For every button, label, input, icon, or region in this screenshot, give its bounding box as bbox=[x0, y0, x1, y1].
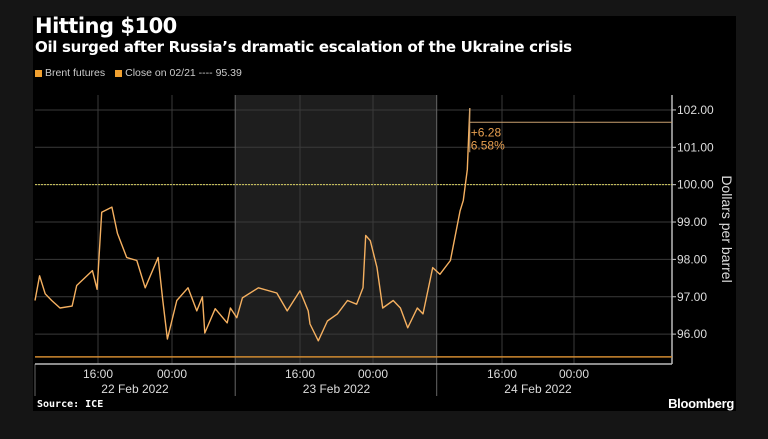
y-tick-label: 96.00 bbox=[677, 327, 707, 341]
y-tick-label: 99.00 bbox=[677, 215, 707, 229]
y-tick-label: 102.00 bbox=[677, 103, 714, 117]
x-tick-label: 16:00 bbox=[83, 367, 113, 381]
legend-label: Brent futures bbox=[45, 67, 106, 79]
legend-item-close: Close on 02/21 ---- 95.39 bbox=[115, 67, 242, 79]
x-tick-label: 00:00 bbox=[559, 367, 589, 381]
y-tick-label: 97.00 bbox=[677, 290, 707, 304]
source-note: Source: ICE bbox=[37, 399, 104, 410]
x-tick-label: 16:00 bbox=[285, 367, 315, 381]
chart-subtitle: Oil surged after Russia’s dramatic escal… bbox=[35, 38, 572, 56]
bloomberg-logo: Bloomberg bbox=[668, 396, 734, 411]
legend-swatch bbox=[35, 69, 42, 77]
x-tick-label: 00:00 bbox=[358, 367, 388, 381]
x-day-label: 22 Feb 2022 bbox=[101, 382, 169, 396]
legend-swatch bbox=[115, 69, 123, 77]
x-day-label: 24 Feb 2022 bbox=[504, 382, 572, 396]
change-annotation: +6.28 bbox=[471, 125, 502, 139]
y-tick-label: 98.00 bbox=[677, 252, 707, 266]
chart-title: Hitting $100 bbox=[35, 14, 177, 38]
y-tick-label: 101.00 bbox=[677, 140, 714, 154]
x-tick-label: 00:00 bbox=[157, 367, 187, 381]
x-day-label: 23 Feb 2022 bbox=[303, 382, 371, 396]
legend: Brent futures Close on 02/21 ---- 95.39 bbox=[35, 67, 242, 79]
y-tick-label: 100.00 bbox=[677, 178, 714, 192]
legend-item-brent: Brent futures bbox=[35, 67, 105, 79]
legend-label: Close on 02/21 ---- 95.39 bbox=[125, 67, 242, 79]
shaded-session bbox=[235, 95, 437, 364]
x-tick-label: 16:00 bbox=[487, 367, 517, 381]
percent-annotation: 6.58% bbox=[471, 138, 505, 152]
y-axis-label: Dollars per barrel bbox=[719, 175, 735, 282]
brent-futures-line bbox=[34, 108, 471, 342]
